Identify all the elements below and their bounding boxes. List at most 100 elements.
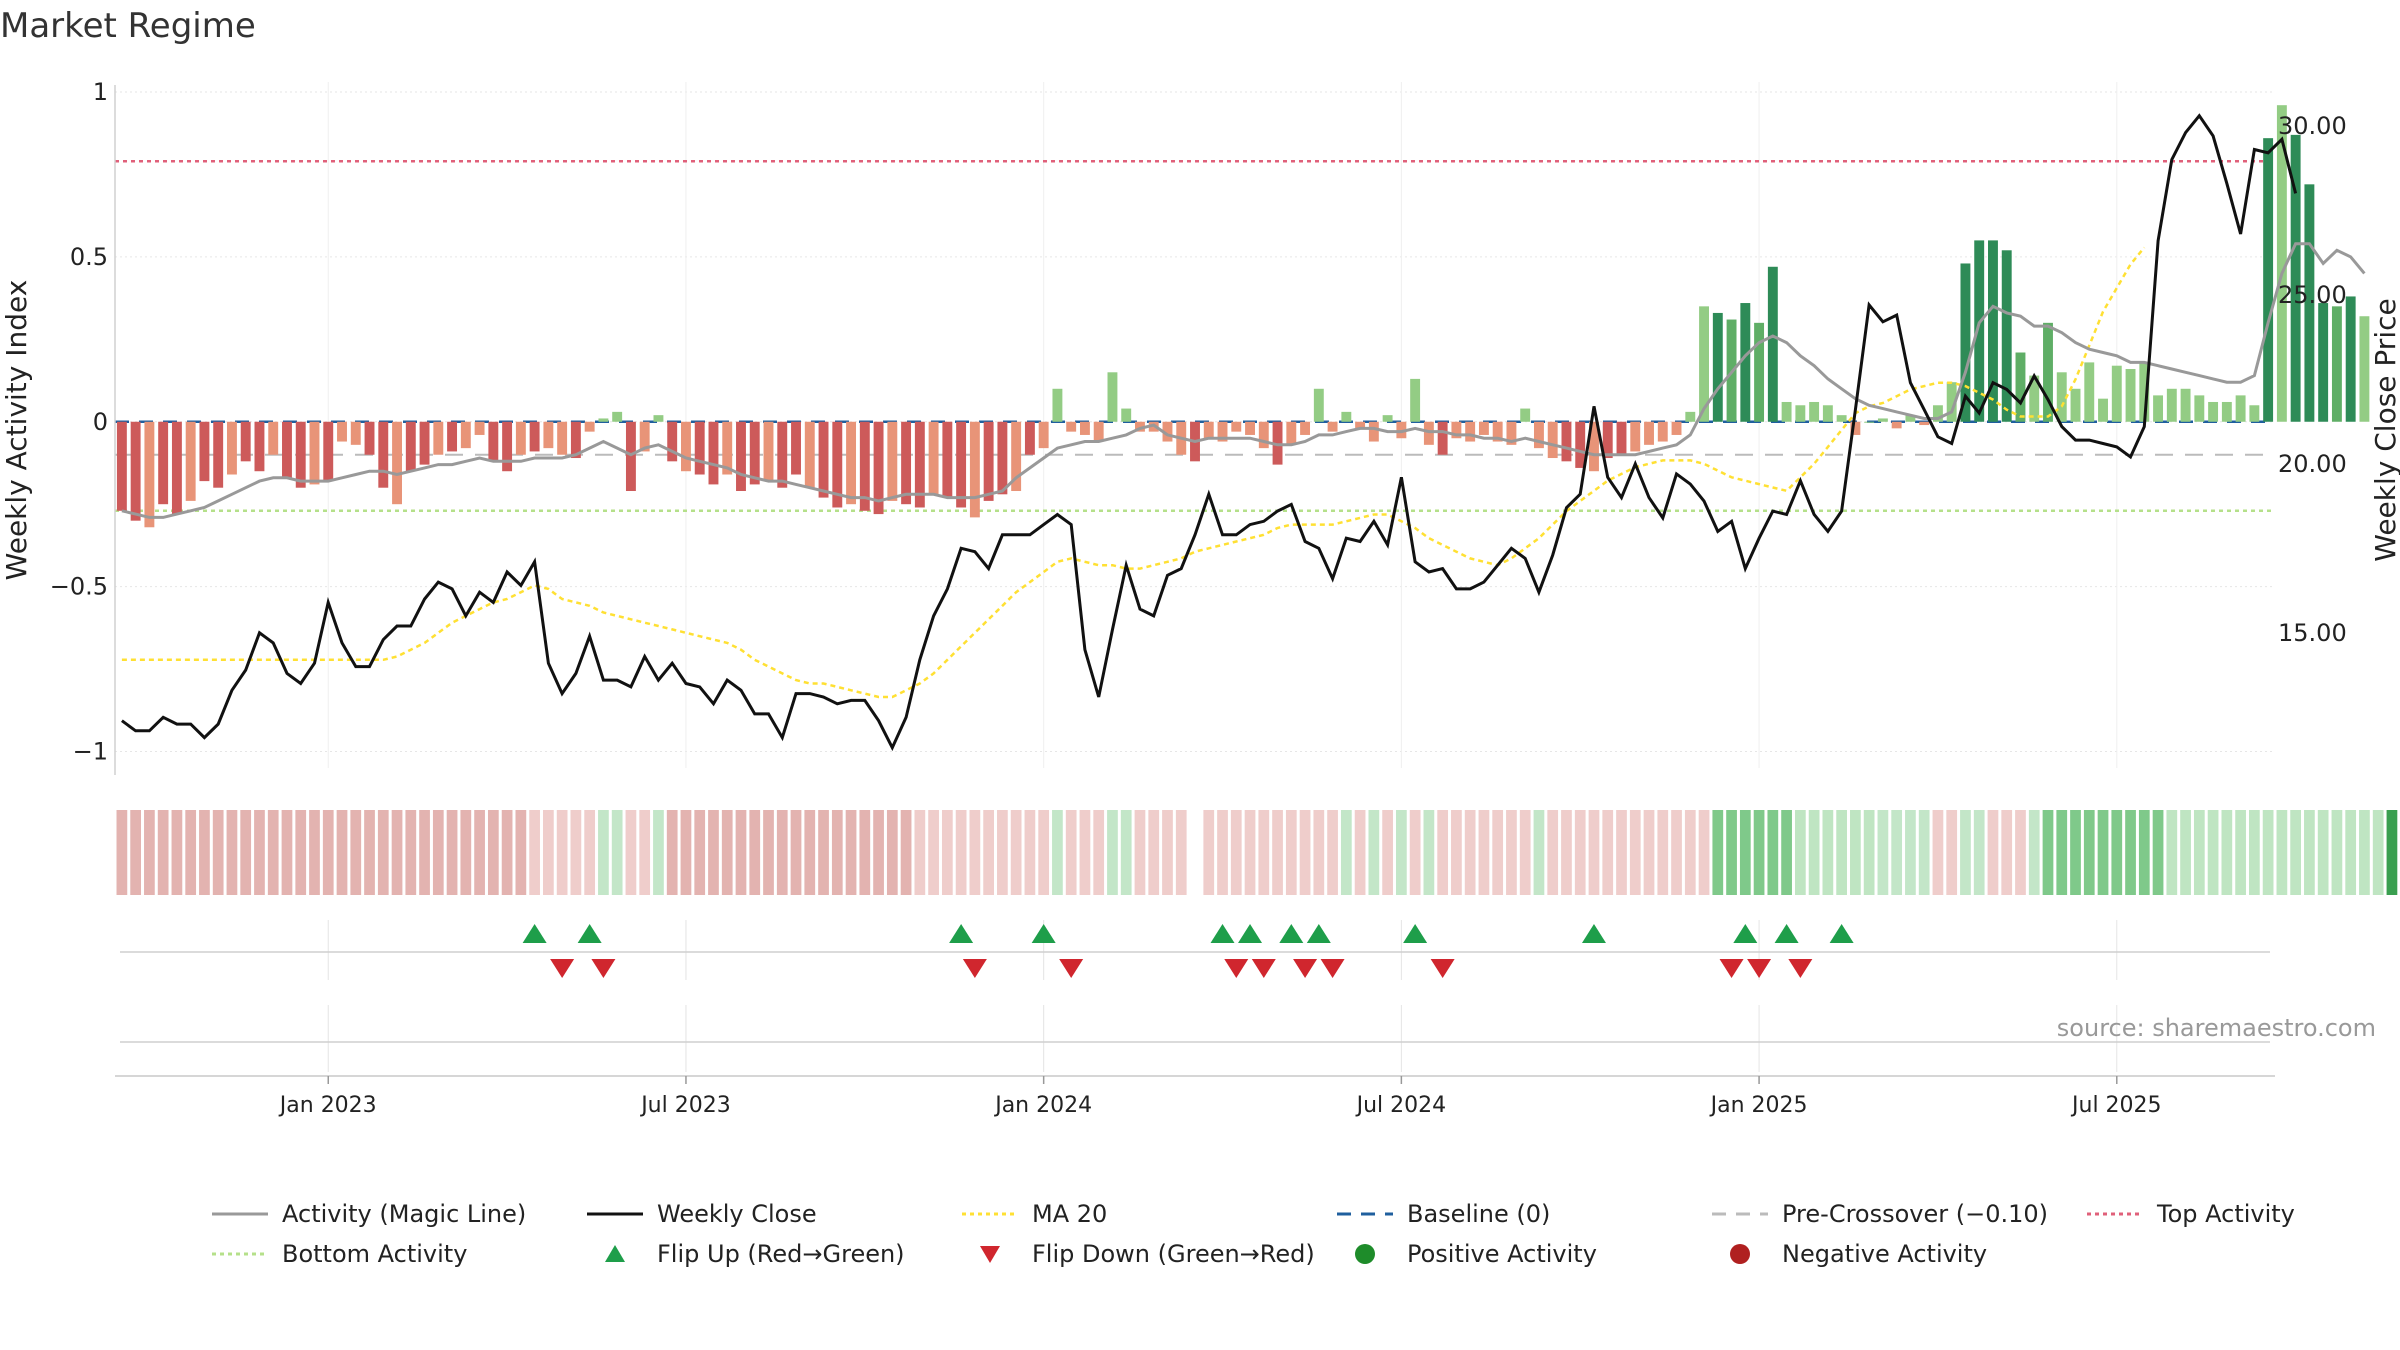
activity-bar [1231, 421, 1242, 432]
flip-down-marker [1224, 959, 1249, 978]
regime-cell [2207, 810, 2219, 895]
activity-bar [956, 421, 967, 508]
left-tick-label: −1 [73, 738, 108, 766]
regime-cell [1574, 810, 1586, 895]
regime-cell [1850, 810, 1861, 895]
activity-bar [1533, 421, 1544, 449]
left-tick-label: 1 [93, 78, 108, 106]
legend-line-icon [2087, 1212, 2143, 1216]
regime-cell [2235, 810, 2246, 895]
activity-bar [1506, 421, 1517, 445]
activity-bar [2139, 362, 2150, 422]
x-tick-label: Jul 2024 [1355, 1093, 1447, 1118]
activity-bar [1850, 421, 1861, 435]
activity-bar [1795, 405, 1806, 422]
regime-cell [1918, 810, 1930, 895]
flip-up-marker [1210, 924, 1235, 943]
flip-down-marker [1320, 959, 1345, 978]
regime-cell [1409, 810, 1421, 895]
regime-cell [1547, 810, 1559, 895]
regime-cell [1863, 810, 1875, 895]
flip-up-marker [1031, 924, 1056, 943]
regime-cell [804, 810, 816, 895]
left-tick-label: −0.5 [50, 573, 108, 601]
activity-bar [2098, 398, 2108, 422]
regime-cell [1616, 810, 1627, 895]
activity-bar [1740, 303, 1751, 422]
regime-cell [1217, 810, 1228, 895]
activity-bar [2331, 306, 2342, 422]
activity-bar [419, 421, 430, 465]
legend: Activity (Magic Line) Weekly Close MA 20 Ba… [210, 1200, 2360, 1268]
regime-cell [776, 810, 788, 895]
flip-down-marker [1747, 959, 1772, 978]
flip-down-marker [591, 959, 616, 978]
activity-bar [158, 421, 169, 505]
regime-cell [1038, 810, 1050, 895]
regime-cell [1794, 810, 1806, 895]
legend-label: MA 20 [1032, 1200, 1108, 1228]
activity-bar [1245, 421, 1255, 435]
regime-cell [1354, 810, 1366, 895]
activity-bar [474, 421, 485, 435]
regime-cell [2070, 810, 2081, 895]
regime-cell [873, 810, 884, 895]
activity-bar [1547, 421, 1558, 459]
activity-bar [1423, 421, 1434, 445]
activity-bar [1589, 421, 1599, 472]
activity-bar [1919, 421, 1930, 426]
regime-cell [997, 810, 1008, 895]
flip-up-marker [577, 924, 602, 943]
activity-bar [1712, 312, 1723, 422]
activity-bar [2249, 405, 2260, 422]
activity-bar [199, 421, 210, 482]
regime-cell [1230, 810, 1242, 895]
activity-bar [433, 421, 444, 455]
activity-bar [1135, 421, 1145, 432]
regime-cell [1932, 810, 1944, 895]
activity-bar [997, 421, 1008, 495]
regime-cell [391, 810, 403, 895]
activity-bar [2290, 134, 2301, 422]
regime-cell [501, 810, 513, 895]
activity-bar [914, 421, 925, 508]
activity-bar [859, 421, 870, 511]
regime-cell [639, 810, 651, 895]
regime-cell [1753, 810, 1765, 895]
regime-cell [1285, 810, 1297, 895]
regime-cell [2125, 810, 2136, 895]
activity-bar [1327, 421, 1338, 432]
regime-cell [570, 810, 582, 895]
regime-cell [1822, 810, 1834, 895]
regime-cell [1079, 810, 1091, 895]
regime-cell [1382, 810, 1393, 895]
activity-bar [392, 421, 402, 505]
regime-cell [350, 810, 362, 895]
regime-cell [1368, 810, 1380, 895]
regime-cell [2290, 810, 2302, 895]
regime-cell [625, 810, 637, 895]
flip-down-marker [1293, 959, 1318, 978]
activity-bar [1300, 421, 1311, 435]
regime-cell [1629, 810, 1641, 895]
regime-cell [157, 810, 169, 895]
regime-cell [2042, 810, 2054, 895]
activity-bar [1822, 405, 1833, 422]
regime-cell [598, 810, 609, 895]
activity-bar [2056, 372, 2067, 422]
activity-bar [2180, 388, 2191, 422]
activity-bar [171, 421, 182, 515]
activity-bar [254, 421, 265, 472]
activity-bar [460, 421, 471, 449]
legend-label: Pre-Crossover (−0.10) [1782, 1200, 2049, 1228]
activity-bar [1974, 240, 1985, 422]
ma20-line [121, 246, 2146, 699]
activity-bar [2001, 250, 2012, 422]
regime-cell [1120, 810, 1132, 895]
right-tick-label: 30.00 [2278, 112, 2347, 140]
activity-bar [2166, 388, 2177, 422]
activity-bar [488, 421, 499, 462]
activity-bar [1368, 421, 1379, 442]
regime-cell [1299, 810, 1311, 895]
activity-bar [928, 421, 939, 495]
